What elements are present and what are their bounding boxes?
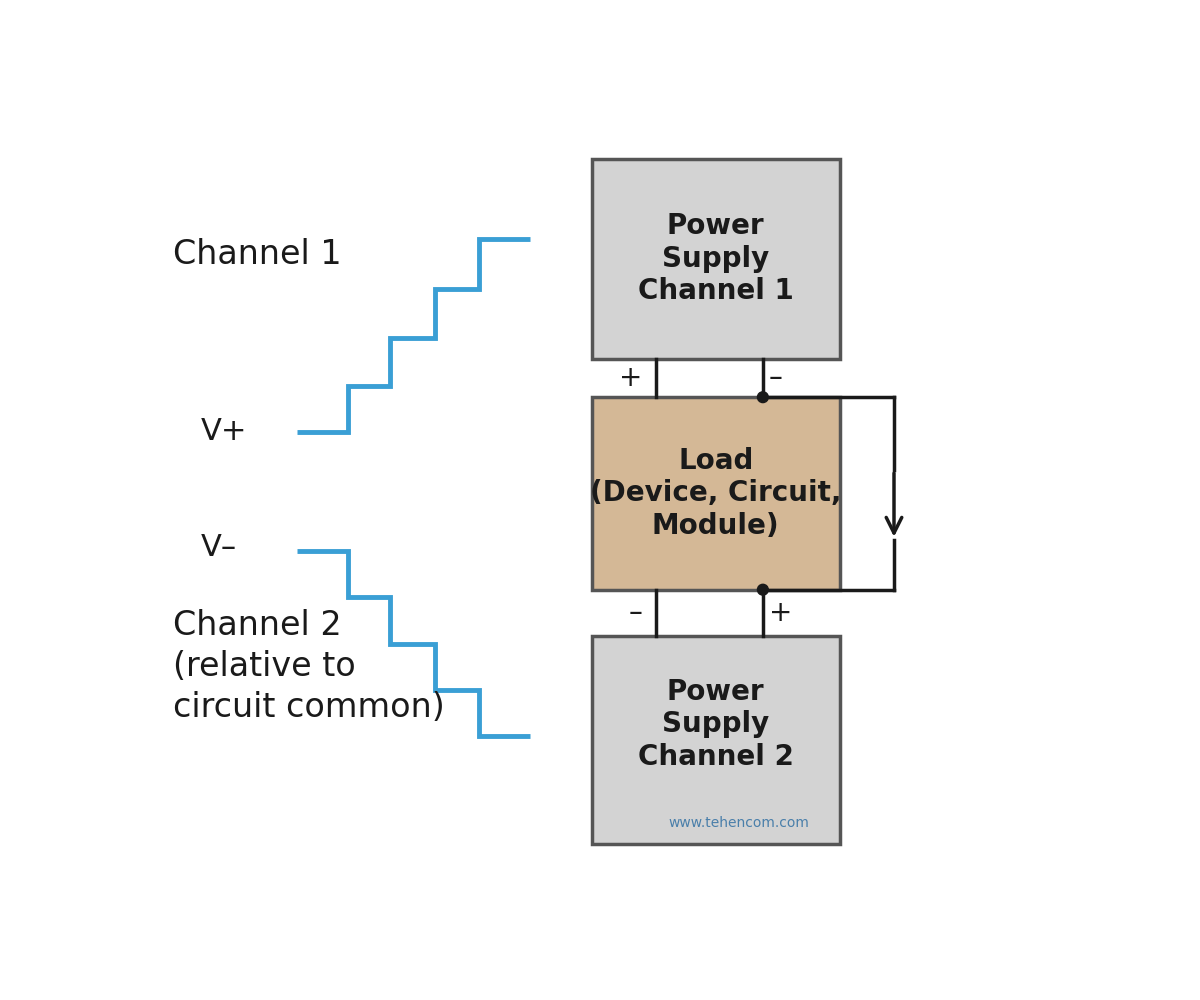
Bar — [592, 158, 840, 359]
Circle shape — [757, 584, 768, 595]
Text: +: + — [769, 599, 792, 627]
Text: Power
Supply
Channel 1: Power Supply Channel 1 — [638, 212, 793, 305]
Text: Power
Supply
Channel 2: Power Supply Channel 2 — [638, 678, 793, 771]
Text: –: – — [629, 599, 642, 627]
Bar — [592, 397, 840, 590]
Text: Channel 1: Channel 1 — [173, 238, 342, 271]
Circle shape — [757, 392, 768, 403]
Bar — [592, 636, 840, 844]
Text: V+: V+ — [200, 417, 247, 446]
Text: Channel 2
(relative to
circuit common): Channel 2 (relative to circuit common) — [173, 609, 445, 724]
Text: V–: V– — [200, 533, 236, 562]
Text: –: – — [769, 364, 782, 392]
Text: Load
(Device, Circuit,
Module): Load (Device, Circuit, Module) — [590, 447, 841, 540]
Text: +: + — [619, 364, 642, 392]
Text: www.tehencom.com: www.tehencom.com — [668, 816, 810, 830]
